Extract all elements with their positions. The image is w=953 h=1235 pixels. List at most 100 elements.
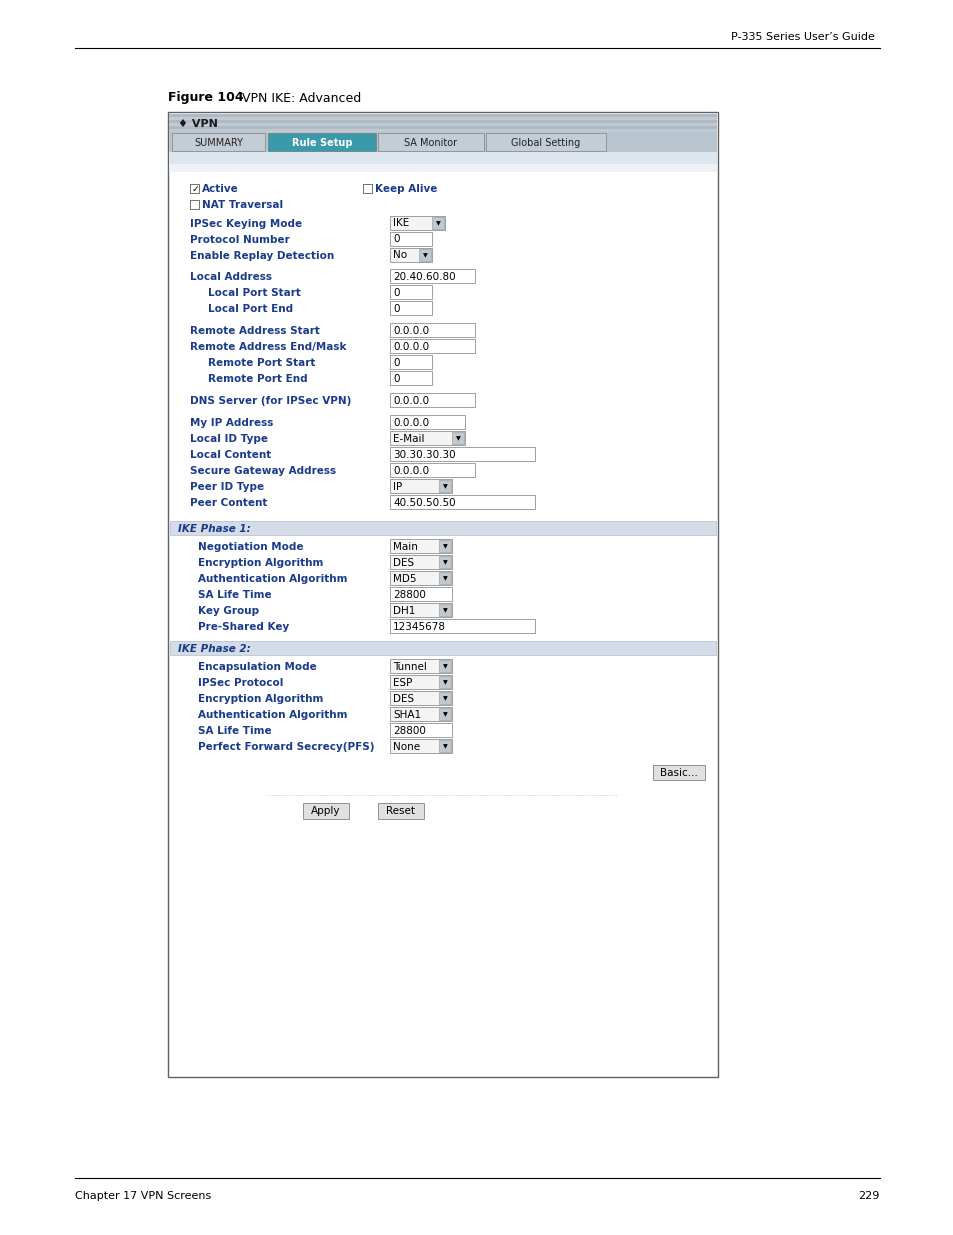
Bar <box>438 659 451 672</box>
Text: Remote Port Start: Remote Port Start <box>208 358 315 368</box>
Bar <box>438 676 451 688</box>
Bar <box>390 216 444 230</box>
Bar <box>390 354 432 369</box>
Bar <box>390 479 452 493</box>
Text: NAT Traversal: NAT Traversal <box>202 200 283 210</box>
Text: Perfect Forward Secrecy(PFS): Perfect Forward Secrecy(PFS) <box>198 742 375 752</box>
Text: No: No <box>393 251 407 261</box>
Text: 0.0.0.0: 0.0.0.0 <box>393 417 429 427</box>
Bar <box>190 200 199 209</box>
Bar <box>438 692 451 704</box>
Bar <box>390 463 475 477</box>
Text: Local ID Type: Local ID Type <box>190 433 268 445</box>
Bar <box>418 249 431 261</box>
Text: 20.40.60.80: 20.40.60.80 <box>393 272 456 282</box>
Bar <box>485 133 605 151</box>
Bar <box>390 739 452 753</box>
Bar <box>438 708 451 720</box>
Text: Basic...: Basic... <box>659 768 698 778</box>
Text: 12345678: 12345678 <box>393 621 446 631</box>
Bar <box>390 571 452 585</box>
Text: 28800: 28800 <box>393 589 425 599</box>
Text: SA Monitor: SA Monitor <box>404 138 457 148</box>
Text: ▼: ▼ <box>442 543 447 550</box>
Bar <box>169 164 717 172</box>
Bar <box>169 124 717 126</box>
Bar <box>190 184 199 193</box>
Text: ♦ VPN: ♦ VPN <box>178 119 217 128</box>
Text: IKE: IKE <box>393 219 409 228</box>
Bar <box>432 217 443 228</box>
Bar <box>390 301 432 315</box>
Text: IP: IP <box>393 482 402 492</box>
Bar <box>438 572 451 584</box>
Text: 229: 229 <box>858 1191 879 1200</box>
Bar <box>169 152 717 164</box>
Bar <box>390 538 452 553</box>
Bar <box>438 740 451 752</box>
Bar <box>170 641 716 655</box>
Text: Negotiation Mode: Negotiation Mode <box>198 542 303 552</box>
Text: Remote Port End: Remote Port End <box>208 374 307 384</box>
Bar <box>169 126 717 128</box>
Bar <box>303 803 349 819</box>
Text: 0.0.0.0: 0.0.0.0 <box>393 326 429 336</box>
Bar <box>169 120 717 124</box>
Text: DES: DES <box>393 557 414 568</box>
Bar <box>390 415 464 429</box>
Bar <box>452 432 463 445</box>
Text: SHA1: SHA1 <box>393 709 420 720</box>
Text: ▼: ▼ <box>442 713 447 718</box>
Text: Local Content: Local Content <box>190 450 271 459</box>
Text: 0: 0 <box>393 235 399 245</box>
Bar <box>390 495 535 509</box>
Bar <box>390 431 464 445</box>
Text: Local Port End: Local Port End <box>208 304 293 314</box>
Bar <box>390 603 452 618</box>
Text: Pre-Shared Key: Pre-Shared Key <box>198 622 289 632</box>
Text: Main: Main <box>393 541 417 552</box>
Text: Encryption Algorithm: Encryption Algorithm <box>198 558 323 568</box>
Text: 30.30.30.30: 30.30.30.30 <box>393 450 456 459</box>
Text: 40.50.50.50: 40.50.50.50 <box>393 498 456 508</box>
Bar <box>438 480 451 492</box>
Text: Active: Active <box>202 184 238 194</box>
Text: ▼: ▼ <box>442 664 447 669</box>
Text: ESP: ESP <box>393 678 412 688</box>
Bar <box>390 676 452 689</box>
Text: IPSec Keying Mode: IPSec Keying Mode <box>190 219 302 228</box>
Text: IPSec Protocol: IPSec Protocol <box>198 678 283 688</box>
Text: Encapsulation Mode: Encapsulation Mode <box>198 662 316 672</box>
Text: Peer Content: Peer Content <box>190 498 267 508</box>
Bar <box>390 370 432 385</box>
Text: Secure Gateway Address: Secure Gateway Address <box>190 466 335 475</box>
Text: Local Address: Local Address <box>190 272 272 282</box>
Text: P-335 Series User’s Guide: P-335 Series User’s Guide <box>730 32 874 42</box>
Bar <box>390 285 432 299</box>
Text: Encryption Algorithm: Encryption Algorithm <box>198 694 323 704</box>
Bar <box>169 128 717 132</box>
Text: E-Mail: E-Mail <box>393 433 424 443</box>
Text: Remote Address End/Mask: Remote Address End/Mask <box>190 342 346 352</box>
Bar <box>169 132 717 152</box>
Bar <box>377 803 423 819</box>
Text: Protocol Number: Protocol Number <box>190 235 290 245</box>
Text: SA Life Time: SA Life Time <box>198 590 272 600</box>
Bar <box>390 659 452 673</box>
Text: ▼: ▼ <box>442 697 447 701</box>
Text: Reset: Reset <box>386 806 416 816</box>
Text: Keep Alive: Keep Alive <box>375 184 436 194</box>
Text: Tunnel: Tunnel <box>393 662 426 672</box>
Text: ▼: ▼ <box>456 436 460 441</box>
Text: ▼: ▼ <box>423 253 428 258</box>
Text: 0: 0 <box>393 304 399 314</box>
Bar <box>390 269 475 283</box>
Bar <box>390 248 432 262</box>
Bar <box>168 112 718 1077</box>
Text: Global Setting: Global Setting <box>511 138 580 148</box>
Text: 0.0.0.0: 0.0.0.0 <box>393 395 429 405</box>
Text: Apply: Apply <box>311 806 340 816</box>
Text: 0: 0 <box>393 288 399 298</box>
Bar <box>170 521 716 535</box>
Text: Key Group: Key Group <box>198 606 259 616</box>
